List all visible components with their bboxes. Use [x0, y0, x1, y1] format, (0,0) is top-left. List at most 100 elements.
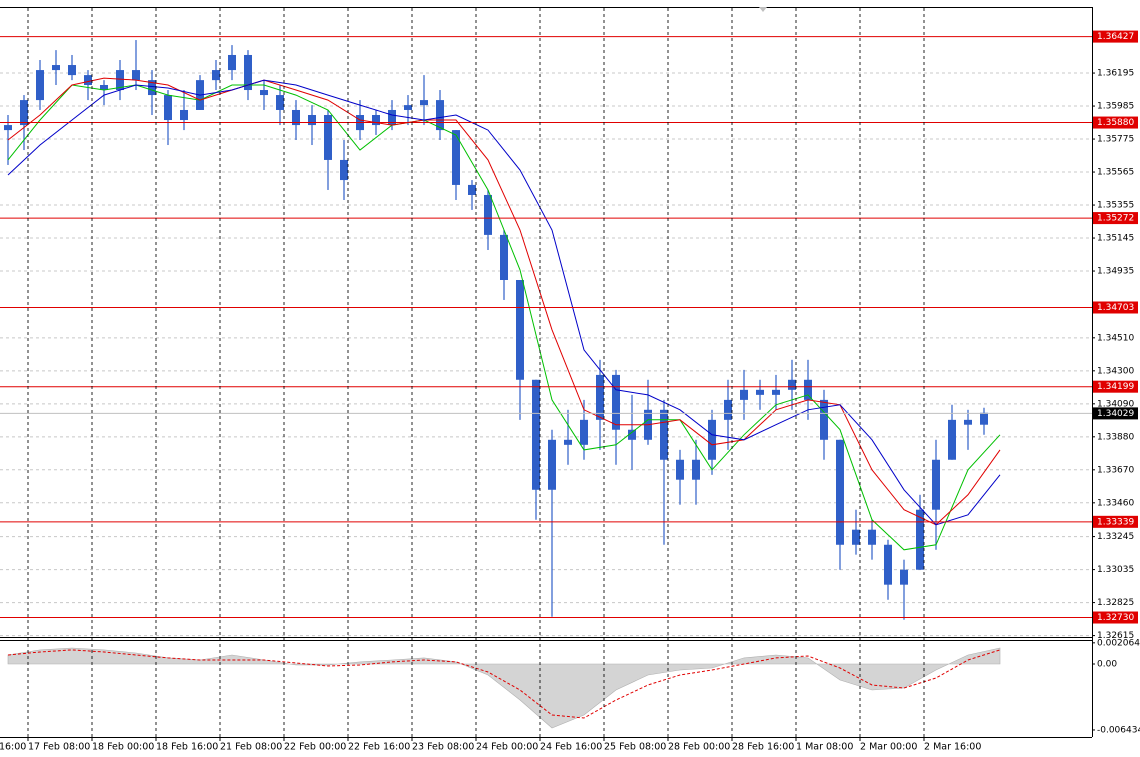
y-tick-label: 1.35565: [1097, 168, 1134, 178]
y-tick-label: 1.32615: [1097, 631, 1134, 641]
candle-body: [244, 54, 252, 91]
level-label-box: [1093, 116, 1138, 129]
candle-body: [916, 509, 924, 570]
y-tick-label: 1.35145: [1097, 234, 1134, 244]
candle-body: [868, 529, 876, 545]
candle-body: [388, 109, 396, 126]
candle-body: [500, 234, 508, 280]
y-tick-label: 1.33880: [1097, 432, 1134, 442]
y-tick-label: -0.006434: [1097, 725, 1140, 735]
candle-body: [308, 115, 316, 126]
candle-body: [708, 419, 716, 460]
x-tick-label: 18 Feb 00:00: [92, 742, 154, 753]
candle-body: [212, 70, 220, 81]
candle-body: [884, 544, 892, 585]
level-label-box: [1093, 30, 1138, 43]
y-tick-label: 1.34935: [1097, 267, 1134, 277]
candle-body: [628, 429, 636, 440]
y-tick-label: 1.33460: [1097, 498, 1134, 508]
x-tick-label: 17 Feb 08:00: [28, 742, 90, 753]
candle-body: [372, 115, 380, 126]
candle-body: [148, 80, 156, 96]
candle-body: [100, 84, 108, 91]
y-tick-label: 0.00: [1097, 659, 1117, 669]
y-tick-label: 1.35355: [1097, 201, 1134, 211]
x-tick-label: 22 Feb 16:00: [348, 742, 410, 753]
level-label: 1.36427: [1097, 32, 1134, 42]
main-panel: [0, 36, 1092, 637]
ma-line: [7, 77, 1001, 526]
candle-body: [788, 379, 796, 390]
last-price-label: 1.34029: [1097, 409, 1134, 419]
candle-body: [820, 399, 828, 440]
y-tick-label: 1.33035: [1097, 565, 1134, 575]
candle-body: [676, 459, 684, 480]
candle-body: [52, 65, 60, 71]
x-tick-label: 24 Feb 00:00: [476, 742, 538, 753]
candle-body: [292, 109, 300, 126]
candle-body: [516, 279, 524, 380]
x-tick-label: 28 Feb 00:00: [668, 742, 730, 753]
candle-body: [932, 459, 940, 510]
candle-body: [580, 419, 588, 445]
x-tick-label: 23 Feb 08:00: [412, 742, 474, 753]
x-tick-label: 1 Mar 08:00: [796, 742, 853, 753]
y-tick-label: 1.33670: [1097, 465, 1134, 475]
histogram-area: [7, 647, 1001, 729]
candle-body: [900, 569, 908, 585]
candle-body: [452, 130, 460, 185]
level-label-box: [1093, 611, 1138, 624]
candle-body: [964, 419, 972, 425]
level-label: 1.33339: [1097, 517, 1134, 527]
x-tick-label: 22 Feb 00:00: [284, 742, 346, 753]
candle-body: [484, 194, 492, 235]
candle-body: [228, 54, 236, 71]
shift-marker: [759, 7, 767, 12]
candle-body: [68, 65, 76, 76]
candle-body: [324, 115, 332, 160]
candle-body: [596, 374, 604, 420]
candle-body: [612, 374, 620, 430]
candle-body: [436, 100, 444, 131]
candle-body: [20, 100, 28, 126]
candle-body: [548, 439, 556, 490]
y-tick-label: 1.33245: [1097, 532, 1134, 542]
signal-line: [7, 649, 1001, 719]
x-tick-label: 25 Feb 08:00: [604, 742, 666, 753]
candle-body: [724, 399, 732, 420]
candle-body: [420, 100, 428, 106]
candle-body: [340, 159, 348, 181]
level-label-box: [1093, 212, 1138, 225]
candle-body: [180, 109, 188, 121]
x-tick-label: 28 Feb 16:00: [732, 742, 794, 753]
level-label: 1.35272: [1097, 214, 1134, 224]
candle-body: [564, 439, 572, 445]
candle-body: [980, 412, 988, 425]
y-tick-label: 1.32825: [1097, 598, 1134, 608]
candle-body: [276, 95, 284, 110]
level-label: 1.34199: [1097, 382, 1134, 392]
x-tick-label: 18 Feb 16:00: [156, 742, 218, 753]
candle-body: [260, 90, 268, 96]
x-tick-label: 2 Mar 00:00: [860, 742, 917, 753]
y-tick-label: 1.35985: [1097, 102, 1134, 112]
candle-body: [116, 70, 124, 91]
y-tick-label: 1.34300: [1097, 366, 1134, 376]
y-tick-label: 1.34510: [1097, 333, 1134, 343]
candle-body: [532, 379, 540, 490]
x-tick-label: 21 Feb 08:00: [220, 742, 282, 753]
candle-body: [852, 529, 860, 545]
oscillator-panel: [7, 647, 1001, 729]
last-price-box: [1093, 407, 1138, 420]
y-tick-label: 1.36195: [1097, 69, 1134, 79]
x-tick-label: 24 Feb 16:00: [540, 742, 602, 753]
y-tick-label: 1.34090: [1097, 399, 1134, 409]
candle-body: [836, 439, 844, 545]
candle-body: [468, 184, 476, 195]
candle-body: [404, 105, 412, 110]
candle-body: [84, 75, 92, 85]
candle-body: [36, 70, 44, 101]
level-label: 1.32730: [1097, 613, 1134, 623]
